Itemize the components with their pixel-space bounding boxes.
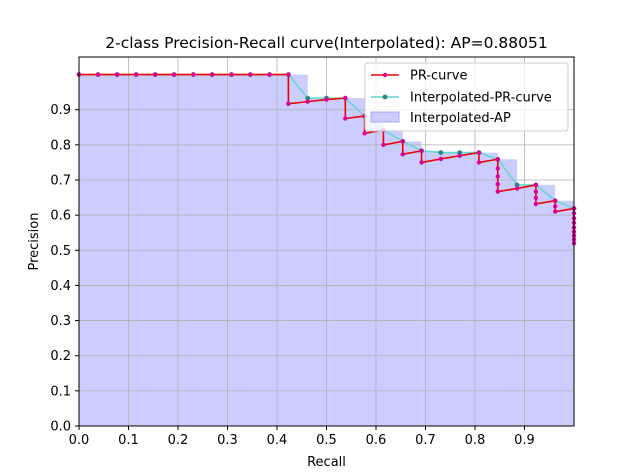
pr-point [381,142,386,148]
y-tick-label: 0.1 [50,384,71,399]
pr-point [533,182,539,188]
x-tick-label: 0.3 [217,433,238,448]
legend-entry-interpolated-ap: Interpolated-AP [370,111,511,126]
x-tick-label: 0.8 [465,433,486,448]
pr-point [533,195,539,201]
pr-point [400,139,405,144]
pr-point [248,72,253,77]
pr-point [133,72,139,77]
pr-point [362,131,367,136]
legend-entry-interpolated-pr-curve: Interpolated-PR-curve [371,91,552,106]
pr-point [286,72,291,77]
y-axis-label: Precision [27,212,42,270]
x-tick-label: 0.7 [415,433,436,448]
pr-point [552,204,558,209]
pr-point [495,157,500,162]
x-tick-label: 0.4 [267,433,288,448]
pr-point [267,72,272,77]
x-tick-label: 0.5 [316,433,337,448]
x-tick-label: 0.0 [69,433,90,448]
pr-point [552,198,558,203]
y-tick-label: 0.2 [50,349,71,364]
legend-pr-curve-marker [382,72,388,78]
pr-point [343,116,348,121]
pr-point [324,97,329,102]
pr-point [495,166,500,171]
pr-point [305,99,310,104]
x-tick-label: 0.9 [514,433,535,448]
y-axis-ticks: 0.0 0.1 0.2 0.3 0.4 0.5 0.6 0.7 0.8 0.9 [50,103,79,435]
pr-point [495,182,500,187]
interpolated-pr-point [438,150,444,155]
y-tick-label: 0.8 [50,138,71,153]
chart-title: 2-class Precision-Recall curve(Interpola… [105,34,547,52]
legend-pr-curve-label: PR-curve [410,69,467,84]
pr-point [476,160,482,165]
interpolated-pr-point [514,182,520,188]
y-tick-label: 0.7 [50,174,71,189]
y-tick-label: 0.4 [50,279,71,294]
pr-point [419,160,424,165]
pr-point [514,186,520,191]
x-tick-label: 0.2 [168,433,189,448]
legend-interpolated-ap-label: Interpolated-AP [410,111,511,126]
pr-point [438,156,444,162]
pr-point [419,148,424,154]
pr-point [114,72,120,77]
interpolated-pr-point [457,150,463,155]
legend-interpolated-pr-curve-marker [382,94,388,100]
y-tick-label: 0.0 [50,420,71,435]
pr-point [229,72,234,77]
pr-point [476,150,482,155]
legend-entry-pr-curve: PR-curve [371,69,467,84]
pr-point [209,72,215,77]
x-axis-label: Recall [307,455,346,470]
pr-point [533,201,539,207]
pr-point [495,174,500,179]
x-axis-ticks: 0.0 0.1 0.2 0.3 0.4 0.5 0.6 0.7 0.8 0.9 [69,426,535,448]
y-tick-label: 0.9 [50,103,71,118]
pr-point [457,153,462,158]
pr-point [533,189,539,194]
pr-point [95,72,101,77]
pr-point [495,189,500,194]
x-tick-label: 0.1 [118,433,139,448]
legend: PR-curve Interpolated-PR-curve Interpola… [364,62,569,132]
pr-point [286,101,291,106]
legend-box [364,62,569,132]
x-tick-label: 0.6 [366,433,387,448]
pr-point [191,72,196,77]
interpolated-pr-point [305,95,311,101]
pr-point [400,152,405,157]
y-tick-label: 0.3 [50,314,71,329]
pr-point [153,72,158,77]
legend-interpolated-pr-curve-label: Interpolated-PR-curve [410,91,552,106]
pr-point [171,72,177,77]
y-tick-label: 0.6 [50,209,71,224]
legend-interpolated-ap-swatch [370,111,400,123]
pr-point [552,209,558,214]
pr-point [343,95,348,101]
y-tick-label: 0.5 [50,244,71,259]
